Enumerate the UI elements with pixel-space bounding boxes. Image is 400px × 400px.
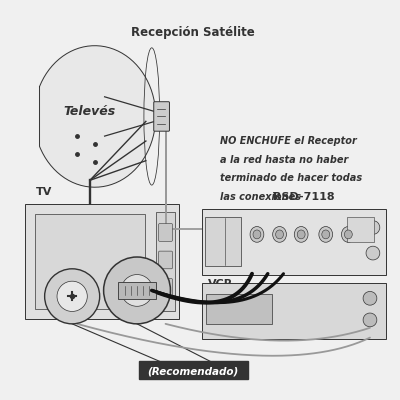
Ellipse shape <box>276 230 284 239</box>
Ellipse shape <box>294 226 308 242</box>
Text: VHS: VHS <box>232 307 244 312</box>
Text: TV: TV <box>36 187 52 197</box>
FancyBboxPatch shape <box>347 217 374 242</box>
FancyBboxPatch shape <box>202 209 386 275</box>
FancyBboxPatch shape <box>205 217 241 266</box>
FancyBboxPatch shape <box>118 282 156 299</box>
Ellipse shape <box>253 230 261 239</box>
FancyBboxPatch shape <box>206 294 272 324</box>
Ellipse shape <box>366 221 380 234</box>
Ellipse shape <box>344 230 352 239</box>
FancyBboxPatch shape <box>159 224 172 241</box>
Text: a la red hasta no haber: a la red hasta no haber <box>220 155 348 165</box>
Text: las conexiones: las conexiones <box>220 192 300 202</box>
FancyBboxPatch shape <box>25 204 179 319</box>
Ellipse shape <box>250 226 264 242</box>
Text: terminado de hacer todas: terminado de hacer todas <box>220 173 362 183</box>
FancyBboxPatch shape <box>156 212 175 311</box>
FancyBboxPatch shape <box>154 102 170 131</box>
Ellipse shape <box>342 226 355 242</box>
Polygon shape <box>40 46 156 187</box>
Ellipse shape <box>297 230 305 239</box>
FancyBboxPatch shape <box>138 361 248 379</box>
Text: Recepción Satélite: Recepción Satélite <box>131 26 255 40</box>
FancyBboxPatch shape <box>159 279 172 296</box>
Ellipse shape <box>45 269 100 324</box>
Text: (Recomendado): (Recomendado) <box>148 366 239 376</box>
Text: VCR: VCR <box>208 278 233 288</box>
Text: CE: CE <box>358 227 365 232</box>
Ellipse shape <box>363 292 377 305</box>
Text: NO ENCHUFE el Receptor: NO ENCHUFE el Receptor <box>220 136 356 146</box>
Ellipse shape <box>363 313 377 327</box>
Text: de la unidad.: de la unidad. <box>220 211 292 221</box>
Ellipse shape <box>121 274 153 306</box>
Ellipse shape <box>57 281 87 312</box>
FancyBboxPatch shape <box>159 251 172 269</box>
Text: RSD-7118: RSD-7118 <box>273 192 334 202</box>
FancyBboxPatch shape <box>202 282 386 338</box>
Text: Televés: Televés <box>64 105 116 118</box>
Ellipse shape <box>319 226 333 242</box>
Ellipse shape <box>273 226 286 242</box>
FancyBboxPatch shape <box>35 214 145 309</box>
Ellipse shape <box>322 230 330 239</box>
Ellipse shape <box>366 246 380 260</box>
Ellipse shape <box>104 257 170 324</box>
